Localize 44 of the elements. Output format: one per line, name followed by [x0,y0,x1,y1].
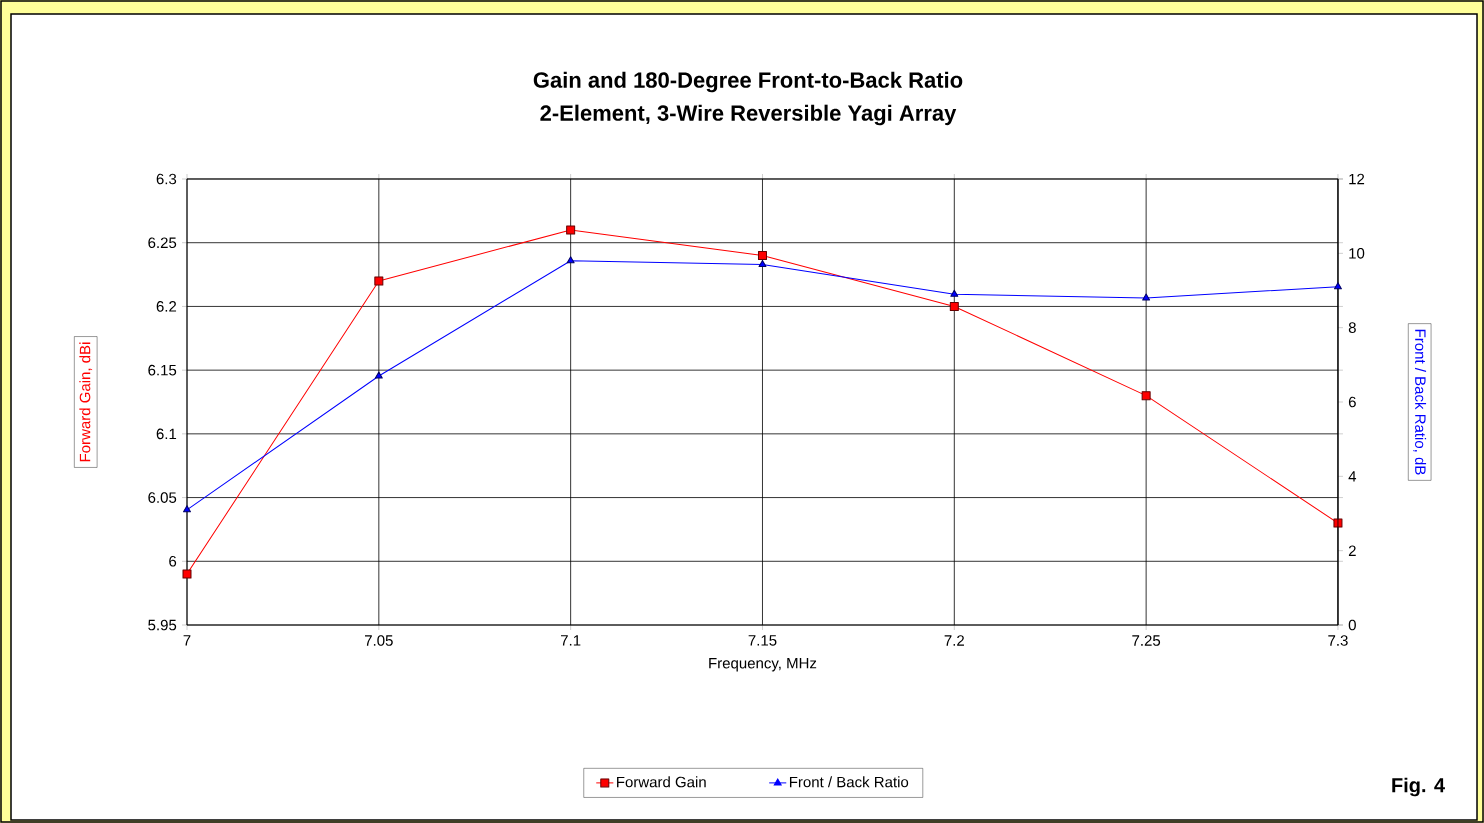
x-tick-label: 7.15 [748,635,777,646]
x-tick-label: 7.3 [1328,635,1348,646]
point [950,289,959,297]
point [566,225,576,235]
point [1333,518,1343,528]
point [374,371,383,379]
y2-tick-label: 6 [1348,396,1356,408]
point [183,505,191,513]
y2-tick-label: 2 [1348,545,1356,556]
legend-label: Forward Gain [617,776,706,788]
caption: Fig. 4 [1392,777,1445,797]
y-tick-label: 6.15 [148,364,177,376]
point [758,259,767,267]
x-tick-label: 7.25 [1132,635,1161,646]
point [374,276,384,286]
x-tick-label: 7.05 [365,635,393,646]
y-tick-label: 6 [169,555,177,567]
y-tick-label: 6.05 [148,492,177,503]
y2-axis-title: Front / Back Ratio, dB [1413,329,1427,475]
x-tick-label: 7 [183,635,191,646]
y-tick-label: 5.95 [148,619,177,631]
y2-tick-label: 4 [1348,471,1357,482]
point [757,250,767,260]
y-tick-label: 6.2 [156,301,177,312]
y2-tick-label: 0 [1348,619,1356,631]
y2-tick-label: 10 [1349,248,1365,259]
y-axis-title: Forward Gain, dBi [79,342,93,462]
point [1334,282,1342,290]
y2-tick-label: 8 [1348,322,1356,333]
y-tick-label: 6.25 [148,237,177,249]
y-tick-label: 6.3 [156,173,177,185]
chart-title: Gain and 180-Degree Front-to-Back Ratio [533,71,963,93]
y2-tick-label: 12 [1349,173,1365,185]
point [182,569,192,579]
point [1142,293,1151,301]
y-tick-label: 6.1 [156,428,177,440]
point [566,256,575,264]
x-tick-label: 7.2 [944,635,964,646]
point [949,301,959,311]
chart-subtitle: 2-Element, 3-Wire Reversible Yagi Array [540,104,957,126]
point [1141,391,1151,401]
legend-label: Front / Back Ratio [789,776,909,788]
x-axis-title: Frequency, MHz [709,658,817,672]
x-tick-label: 7.1 [561,635,581,646]
